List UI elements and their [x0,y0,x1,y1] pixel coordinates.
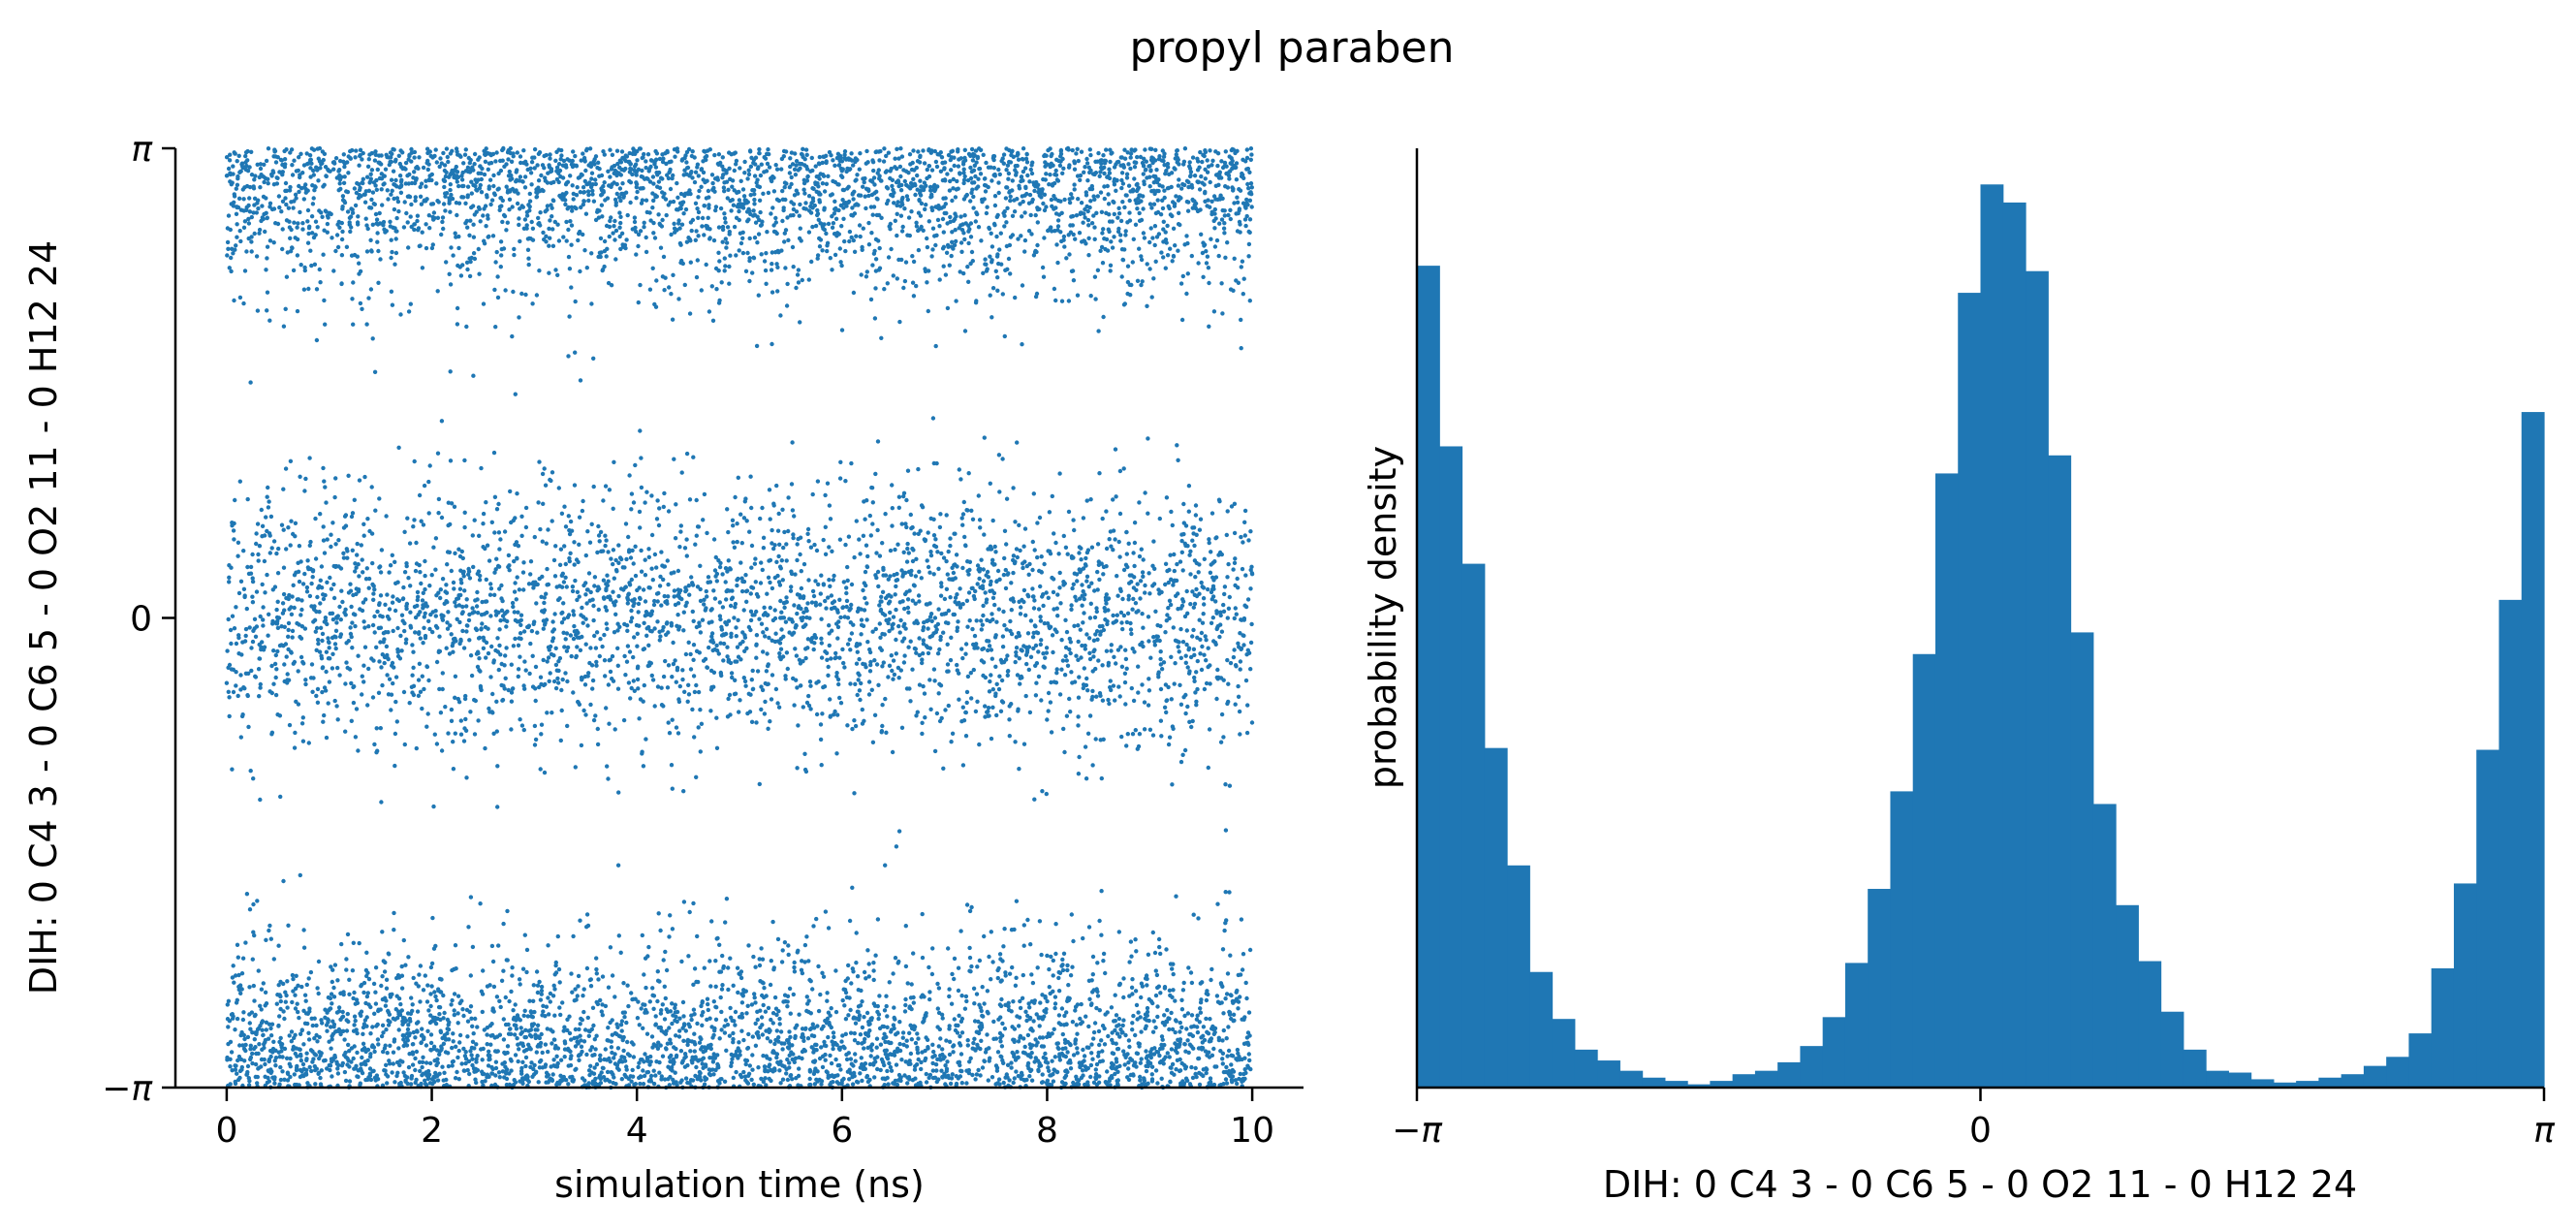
scatter-y-tick-label: −π [102,1069,153,1109]
histogram-bar [2273,1082,2297,1088]
scatter-x-ticks: 0 2 4 6 8 10 [215,1088,1274,1151]
histogram-bar [2296,1081,2319,1088]
histogram-bar [1912,653,1936,1088]
histogram-bar [2070,632,2094,1088]
figure-title: propyl paraben [1130,23,1455,73]
histogram-bar [2318,1077,2342,1088]
histogram-bar [1710,1081,1734,1088]
scatter-points [224,145,1255,1090]
histogram-bar [1461,563,1486,1088]
histogram-bar [2363,1065,2387,1088]
scatter-x-tick-label: 0 [215,1111,237,1151]
histogram-bar [1958,293,1982,1089]
histogram-bar [2431,968,2455,1088]
histogram-bar [1552,1019,1576,1088]
histogram-bar [2340,1074,2365,1088]
histogram-bar [2453,883,2477,1088]
histogram-bar [2521,412,2545,1088]
histogram-bar [1868,889,1892,1088]
histogram-bar [2206,1070,2229,1088]
histogram-bar [2092,804,2117,1088]
histogram-bar [1934,473,1959,1088]
scatter-x-tick-label: 6 [831,1111,853,1151]
histogram-bar [1642,1077,1666,1088]
histogram-bar [1800,1046,1824,1088]
histogram-bar [2386,1057,2410,1088]
histogram-bar [2408,1033,2433,1088]
scatter-x-tick-label: 8 [1036,1111,1058,1151]
scatter-y-ticks: −π 0 π [102,130,175,1109]
histogram-bar [1777,1061,1802,1088]
histogram-bar [2138,961,2162,1088]
histogram-bar [1574,1049,1598,1088]
histogram-x-tick-label: 0 [1969,1111,1992,1151]
histogram-bar [1417,266,1440,1088]
histogram-bar [2116,904,2139,1088]
histogram-x-ticks: −π 0 π [1392,1088,2556,1151]
histogram-bar [2160,1011,2184,1088]
scatter-y-axis-label: DIH: 0 C4 3 - 0 C6 5 - 0 O2 11 - 0 H12 2… [22,240,65,995]
scatter-y-tick-label: π [131,130,153,170]
histogram-bar [1732,1074,1756,1088]
histogram-bar [1619,1070,1644,1088]
histogram-bar [1980,184,2004,1088]
scatter-x-tick-label: 2 [421,1111,443,1151]
histogram-bar [1507,865,1530,1088]
histogram-x-tick-label: π [2533,1111,2556,1151]
histogram-y-axis-label: probability density [1362,446,1404,789]
histogram-bar [1664,1081,1688,1088]
histogram-bar [1529,971,1554,1088]
histogram-bar [2048,455,2072,1088]
histogram-bar [1597,1060,1620,1088]
scatter-x-axis-label: simulation time (ns) [554,1163,925,1206]
histogram-bar [1687,1084,1711,1088]
histogram-x-axis-label: DIH: 0 C4 3 - 0 C6 5 - 0 O2 11 - 0 H12 2… [1603,1163,2357,1206]
histogram-plot: −π 0 π DIH: 0 C4 3 - 0 C6 5 - 0 O2 11 - 0 … [1362,148,2556,1206]
histogram-bar [2476,749,2500,1088]
scatter-point [224,145,1255,1090]
histogram-bar [1844,963,1869,1088]
histogram-bars [1417,184,2545,1089]
histogram-bar [2026,270,2049,1088]
scatter-x-tick-label: 10 [1230,1111,1274,1151]
histogram-bar [1439,446,1463,1088]
histogram-bar [1484,747,1508,1088]
histogram-bar [1754,1070,1778,1088]
histogram-x-tick-label: −π [1392,1111,1443,1151]
scatter-x-tick-label: 4 [626,1111,648,1151]
scatter-y-tick-label: 0 [130,600,152,640]
histogram-bar [2228,1072,2252,1088]
histogram-bar [2183,1049,2207,1088]
histogram-bar [1822,1017,1846,1088]
scatter-plot: 0 2 4 6 8 10 −π 0 π simulation time (ns) DIH: 0… [22,130,1304,1206]
histogram-bar [2002,202,2026,1089]
histogram-bar [2250,1079,2275,1088]
histogram-bar [2498,599,2523,1088]
histogram-bar [1890,791,1914,1088]
